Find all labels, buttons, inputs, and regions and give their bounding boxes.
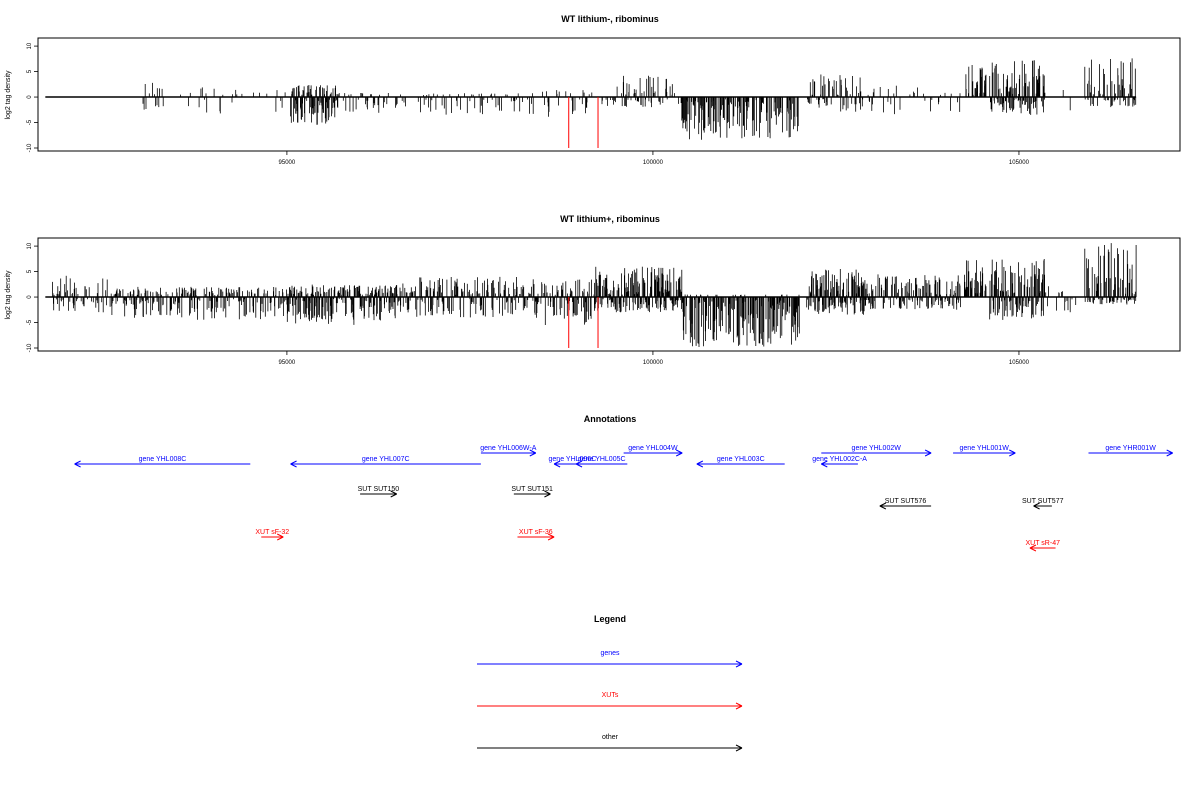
annotation-label: XUT sF-32 (255, 529, 289, 536)
y-tick-label: -10 (27, 143, 33, 152)
annotation-label: gene YHR001W (1105, 445, 1156, 452)
y-tick-label: -10 (27, 343, 33, 352)
annotation-arrow (290, 460, 481, 468)
legend-arrow (477, 660, 743, 668)
x-tick-label: 95000 (279, 160, 296, 166)
y-tick-label: 10 (27, 242, 33, 249)
annotation-arrow (953, 449, 1016, 457)
annotation-arrow (480, 449, 537, 457)
annotation-arrow (360, 490, 397, 498)
y-axis-label: log2 tag density (5, 70, 12, 120)
legend-arrow (477, 744, 743, 752)
annotation-label: gene YHL008C (139, 456, 187, 463)
y-tick-label: -5 (27, 319, 33, 325)
legend-arrow (477, 702, 743, 710)
annotation-label: SUT SUT576 (885, 498, 927, 505)
annotation-arrow (1088, 449, 1173, 457)
annotation-label: gene YHL004W (628, 445, 678, 452)
annotations-title: Annotations (584, 414, 637, 424)
x-tick-label: 105000 (1009, 360, 1030, 366)
plot-frame (37, 37, 1181, 152)
annotation-arrow (517, 533, 555, 541)
legend-label: XUTs (602, 692, 619, 699)
annotation-arrow (879, 502, 932, 510)
density-bars (45, 58, 1137, 140)
annotation-arrow (513, 490, 551, 498)
highlight-lines (568, 297, 599, 348)
annotation-arrow (74, 460, 251, 468)
annotation-label: XUT sR-47 (1025, 540, 1060, 547)
annotation-label: gene YHL001W (960, 445, 1010, 452)
annotation-arrow (575, 460, 628, 468)
annotation-arrow (1033, 502, 1052, 510)
y-axis-label: log2 tag density (5, 270, 12, 320)
annotation-label: SUT SUT151 (511, 486, 553, 493)
annotation-label: gene YHL006W-A (480, 445, 536, 452)
annotation-label: gene YHL002W (852, 445, 902, 452)
density-bars (45, 243, 1137, 347)
y-axis: -10 -5 0 5 10 (27, 242, 38, 352)
track-panel-lithium-plus: WT lithium+, ribominus log2 tag density … (5, 214, 1181, 366)
legend-items: genes XUTs other (477, 650, 743, 752)
annotation-label: SUT SUT150 (358, 486, 400, 493)
track-panel-lithium-minus: WT lithium-, ribominus log2 tag density … (5, 14, 1181, 166)
annotation-arrow (696, 460, 785, 468)
x-tick-label: 105000 (1009, 160, 1030, 166)
annotation-items: gene YHL008C gene YHL007C gene YHL006W-A ge… (74, 445, 1173, 552)
x-tick-label: 95000 (279, 360, 296, 366)
y-tick-label: 5 (27, 269, 33, 273)
annotation-arrow (1029, 544, 1056, 552)
y-tick-label: 0 (27, 295, 33, 299)
panel-title: WT lithium+, ribominus (560, 214, 660, 224)
annotation-label: gene YHL007C (362, 456, 410, 463)
annotation-label: gene YHL002C-A (812, 456, 867, 463)
annotation-arrow (623, 449, 683, 457)
legend-panel: Legend genes XUTs other (477, 614, 743, 752)
annotation-arrow (821, 449, 932, 457)
legend-label: other (602, 734, 619, 741)
plot-frame (37, 237, 1181, 352)
annotation-label: gene YHL003C (717, 456, 765, 463)
annotation-arrow (261, 533, 284, 541)
y-axis: -10 -5 0 5 10 (27, 42, 38, 152)
annotations-panel: Annotations gene YHL008C gene YHL007Cgene… (74, 414, 1173, 552)
y-tick-label: 10 (27, 42, 33, 49)
annotation-arrow (821, 460, 858, 468)
highlight-lines (568, 97, 599, 148)
x-axis: 95000 100000 105000 (279, 151, 1030, 166)
legend-title: Legend (594, 614, 626, 624)
legend-label: genes (600, 650, 620, 657)
x-tick-label: 100000 (643, 160, 664, 166)
annotation-label: SUT SUT577 (1022, 498, 1064, 505)
y-tick-label: -5 (27, 119, 33, 125)
y-tick-label: 5 (27, 69, 33, 73)
annotation-label: gene YHL006C (549, 456, 597, 463)
x-axis: 95000 100000 105000 (279, 351, 1030, 366)
x-tick-label: 100000 (643, 360, 664, 366)
panel-title: WT lithium-, ribominus (561, 14, 659, 24)
annotation-label: gene YHL005C (578, 456, 626, 463)
y-tick-label: 0 (27, 95, 33, 99)
annotation-label: XUT sF-36 (519, 529, 553, 536)
